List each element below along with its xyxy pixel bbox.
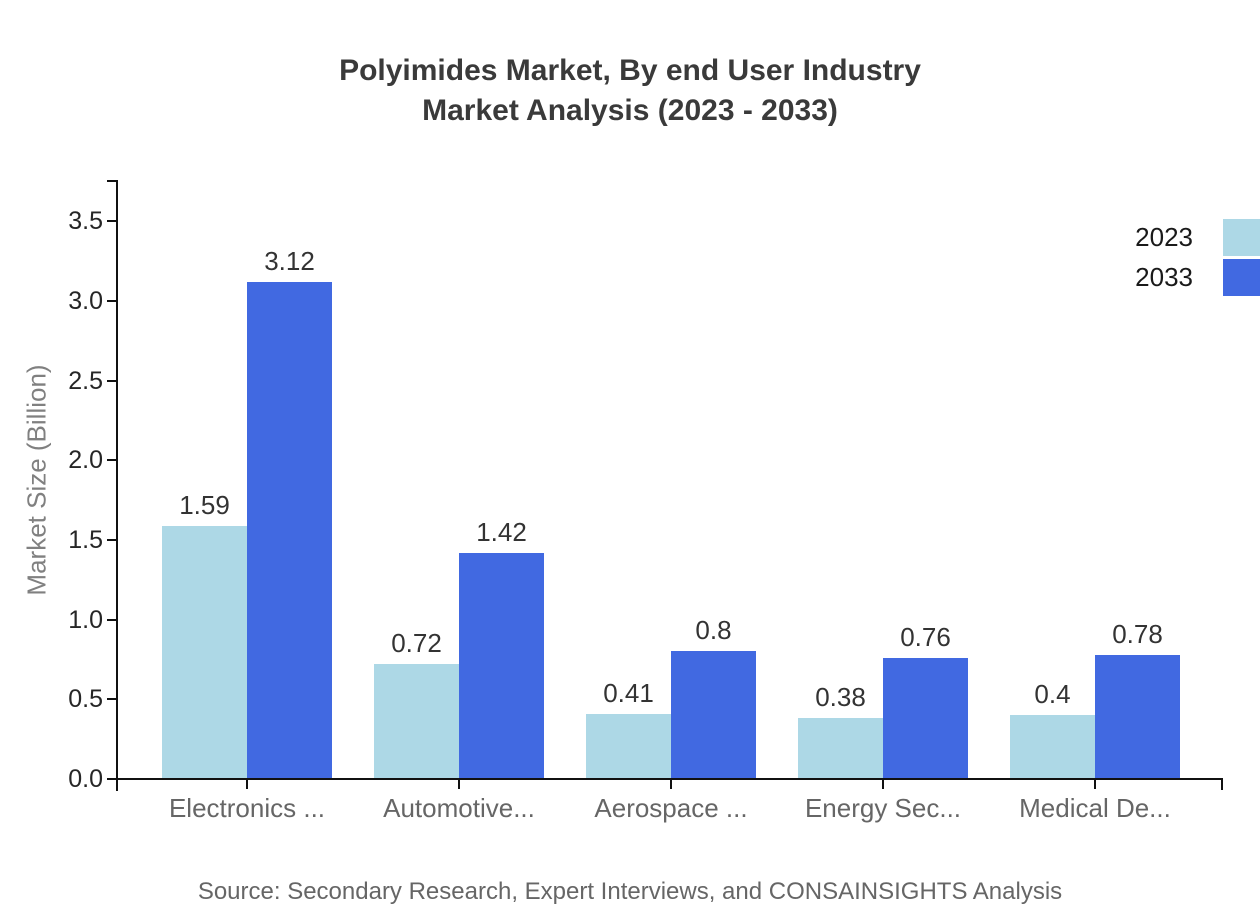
bar-2023-category-1 [374,664,459,779]
legend-label-2023: 2023 [1135,222,1193,252]
x-category-label: Electronics ... [168,793,326,823]
y-tick [107,618,117,621]
bar-2033-category-3 [883,658,968,779]
x-tick [882,779,884,789]
x-tick [246,779,248,789]
x-tick [1094,779,1096,789]
y-tick-label: 2.0 [68,446,103,475]
y-tick [107,778,117,780]
bar-value-label: 1.42 [476,517,527,547]
bar-value-label: 1.59 [179,490,230,520]
bar-value-label: 0.78 [1112,619,1163,649]
y-tick [107,299,117,302]
y-tick-label: 1.5 [68,525,103,554]
y-tick [107,220,117,223]
y-tick-label: 1.0 [68,605,103,634]
chart-title-line1: Polyimides Market, By end User Industry [339,54,921,87]
bar-2023-category-4 [1010,715,1095,779]
y-axis-top-tick [107,180,117,182]
bar-2033-category-4 [1095,655,1180,779]
y-tick [107,538,117,541]
chart-title: Polyimides Market, By end User Industry … [0,51,1260,131]
bar-value-label: 0.76 [900,622,951,652]
y-tick [107,698,117,701]
x-category-label: Medical De... [1019,793,1171,823]
bar-value-label: 0.38 [815,682,866,712]
bar-value-label: 0.8 [695,615,732,645]
bar-2033-category-1 [459,553,544,779]
x-tick [670,779,672,789]
y-tick-label: 0.5 [68,685,103,714]
bar-value-label: 0.4 [1034,679,1071,709]
legend-item-2033: 2033 [1135,259,1260,296]
legend-swatch-2033 [1223,259,1260,296]
bar-2033-category-2 [671,651,756,779]
bar-value-label: 3.12 [264,246,315,276]
y-tick-label: 2.5 [68,366,103,395]
bar-value-label: 0.41 [603,678,654,708]
y-tick-label: 0.0 [68,765,103,793]
x-axis-right-tick [1221,779,1223,790]
bar-2033-category-0 [247,282,332,779]
bar-2023-category-3 [798,718,883,779]
bar-2023-category-0 [162,526,247,779]
y-tick [107,379,117,382]
y-tick-label: 3.0 [68,286,103,315]
x-tick [458,779,460,789]
y-tick-label: 3.5 [68,207,103,236]
legend-item-2023: 2023 [1135,219,1260,256]
bar-2023-category-2 [586,714,671,779]
x-axis-line [116,778,1223,780]
x-category-label: Aerospace ... [594,793,748,823]
legend-label-2033: 2033 [1135,262,1193,292]
legend-swatch-2023 [1223,219,1260,256]
y-axis-line [116,180,118,791]
chart-title-line2: Market Analysis (2023 - 2033) [422,94,838,127]
y-tick [107,459,117,462]
source-note: Source: Secondary Research, Expert Inter… [197,878,1063,905]
x-category-label: Automotive... [383,793,535,823]
bar-value-label: 0.72 [391,628,442,658]
x-category-label: Energy Sec... [804,793,962,823]
